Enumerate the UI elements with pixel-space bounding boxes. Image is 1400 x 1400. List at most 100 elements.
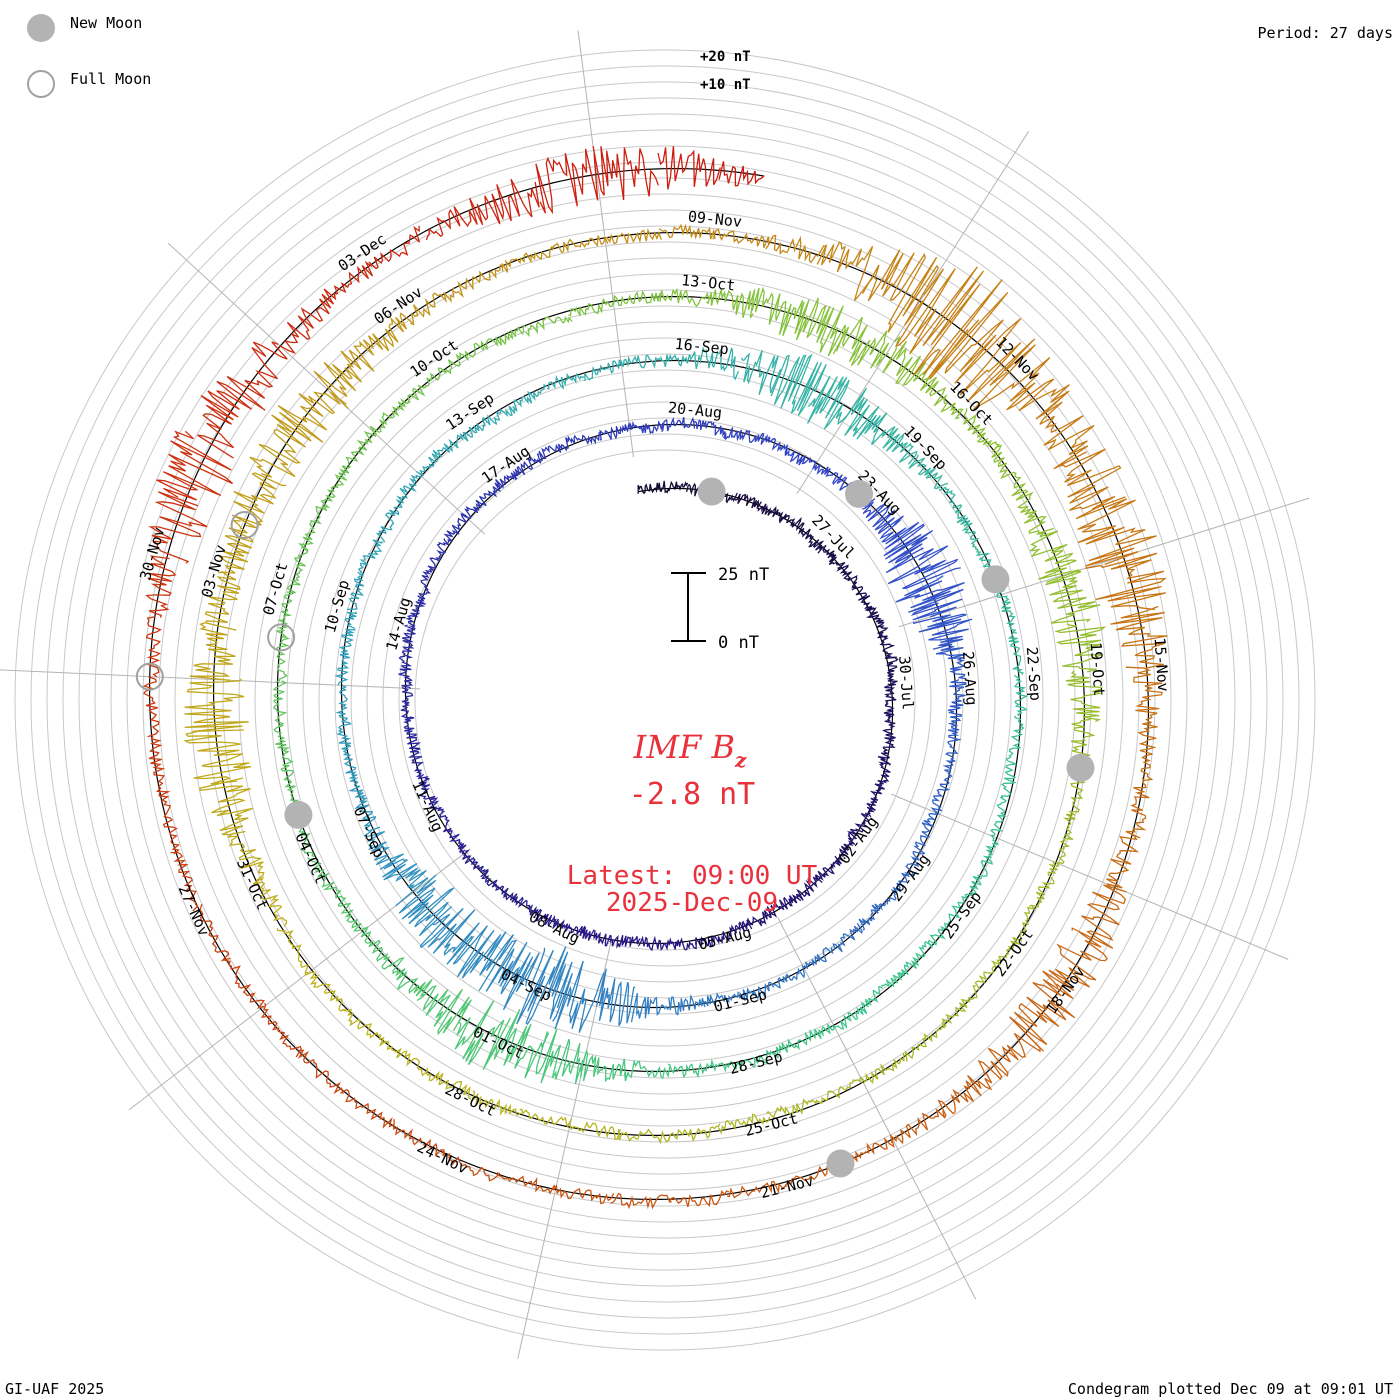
bz-trace-segment: [320, 464, 350, 510]
new-moon-marker: [284, 800, 313, 829]
bz-trace-segment: [604, 228, 662, 245]
grid-ring: [174, 209, 1156, 1191]
bz-trace-segment: [1045, 571, 1101, 624]
bz-trace-segment: [752, 1038, 797, 1065]
bz-trace-segment: [363, 830, 404, 870]
bz-trace-segment: [387, 957, 433, 997]
bz-trace-segment: [668, 993, 706, 1016]
footer-plot-time: Condegram plotted Dec 09 at 09:01 UT: [1067, 1380, 1393, 1398]
bz-trace-segment: [249, 414, 307, 478]
bz-trace-segment: [519, 1108, 573, 1128]
bz-trace-segment: [629, 420, 664, 435]
bz-trace-segment: [485, 939, 540, 1011]
bz-trace-segment: [637, 482, 663, 495]
bz-trace-segment: [874, 761, 891, 791]
bz-trace-segment: [815, 855, 842, 882]
grid-ring: [350, 385, 980, 1015]
bz-trace-segment: [877, 631, 896, 659]
bz-trace-segment: [148, 736, 171, 797]
bz-trace-segment: [183, 730, 252, 785]
grid-ring: [270, 305, 1060, 1095]
bz-trace-segment: [223, 959, 266, 1009]
bz-trace-segment: [866, 789, 883, 818]
ring-scale-mid: +10 nT: [700, 77, 751, 93]
bz-trace-segment: [710, 1057, 756, 1073]
bz-trace-segment: [885, 656, 899, 686]
bz-trace-segment: [552, 919, 586, 937]
date-label: 05-Aug: [696, 923, 753, 954]
bz-trace-segment: [354, 794, 381, 832]
bz-trace-segment: [722, 919, 753, 942]
bz-trace-segment: [659, 287, 710, 307]
quantity-title: IMF Bz: [633, 728, 747, 772]
bz-trace-segment: [832, 316, 890, 369]
bz-trace-segment: [962, 408, 1000, 453]
bz-trace-segment: [480, 870, 509, 896]
bz-trace-segment: [778, 513, 805, 535]
bz-trace-segment: [1052, 814, 1076, 865]
bz-trace-segment: [253, 876, 288, 927]
bz-trace-segment: [661, 480, 689, 494]
bz-trace-segment: [452, 264, 504, 298]
bz-trace-segment: [610, 1192, 672, 1210]
bz-trace-segment: [881, 425, 918, 465]
latest-date: 2025-Dec-09: [606, 888, 778, 918]
bz-trace-segment: [989, 796, 1008, 837]
bz-trace-segment: [416, 985, 472, 1036]
bz-trace-segment: [347, 571, 365, 611]
grid-ring: [222, 257, 1108, 1143]
bz-trace-segment: [579, 1048, 627, 1083]
new-moon-marker: [826, 1149, 855, 1178]
bz-trace-segment: [1084, 552, 1167, 611]
grid-ring: [398, 433, 932, 967]
bz-trace-segment: [977, 835, 1000, 877]
bz-trace-segment: [496, 1171, 557, 1195]
bz-trace-segment: [996, 595, 1017, 634]
date-label: 09-Nov: [687, 207, 743, 230]
bz-trace-segment: [898, 940, 933, 977]
new-moon-marker: [1066, 753, 1095, 782]
date-label: 28-Sep: [727, 1047, 784, 1078]
bz-trace-segment: [273, 724, 294, 773]
bz-trace-segment: [471, 1090, 522, 1116]
bz-trace-segment: [935, 645, 968, 680]
bz-trace-segment: [1125, 666, 1164, 725]
bz-trace-segment: [1065, 670, 1103, 723]
bz-trace-segment: [1106, 832, 1140, 889]
bz-trace-segment: [145, 555, 177, 618]
bz-trace-segment: [392, 1119, 445, 1157]
grid-ring: [46, 81, 1284, 1319]
full-moon-icon: [27, 70, 55, 98]
grid-ring: [366, 401, 964, 999]
bz-trace-segment: [623, 1059, 671, 1082]
day-spokes: [0, 30, 1310, 1359]
bz-trace-segment: [757, 433, 789, 456]
full-moon-marker: [267, 623, 296, 652]
bz-trace-segment: [927, 910, 961, 949]
bz-trace-segment: [712, 228, 770, 249]
bz-trace-segment: [770, 353, 827, 416]
bz-trace-segment: [1058, 448, 1126, 511]
bz-trace-segment: [297, 505, 328, 552]
bz-trace-segment: [260, 1002, 302, 1058]
grid-ring: [334, 369, 996, 1031]
bz-trace-segment: [145, 616, 162, 678]
bz-trace-segment: [357, 539, 383, 576]
bz-trace-segment: [885, 545, 961, 590]
bz-trace-segment: [567, 1121, 622, 1141]
bz-trace-segment: [816, 241, 874, 302]
bz-trace-segment: [142, 675, 160, 738]
bz-trace-segment: [199, 903, 231, 962]
grid-ring: [14, 49, 1316, 1351]
bz-trace-segment: [592, 146, 660, 201]
bz-trace-segment: [418, 565, 436, 600]
bz-trace-segment: [403, 716, 422, 750]
bz-trace-segment: [630, 992, 670, 1023]
bz-trace-segment: [951, 875, 983, 912]
bz-trace-segment: [784, 447, 817, 470]
bz-series: [142, 146, 1168, 1210]
bz-trace-segment: [275, 635, 291, 683]
date-label: 01-Sep: [712, 985, 769, 1016]
grid-ring: [414, 449, 916, 951]
bz-trace-segment: [747, 904, 778, 927]
